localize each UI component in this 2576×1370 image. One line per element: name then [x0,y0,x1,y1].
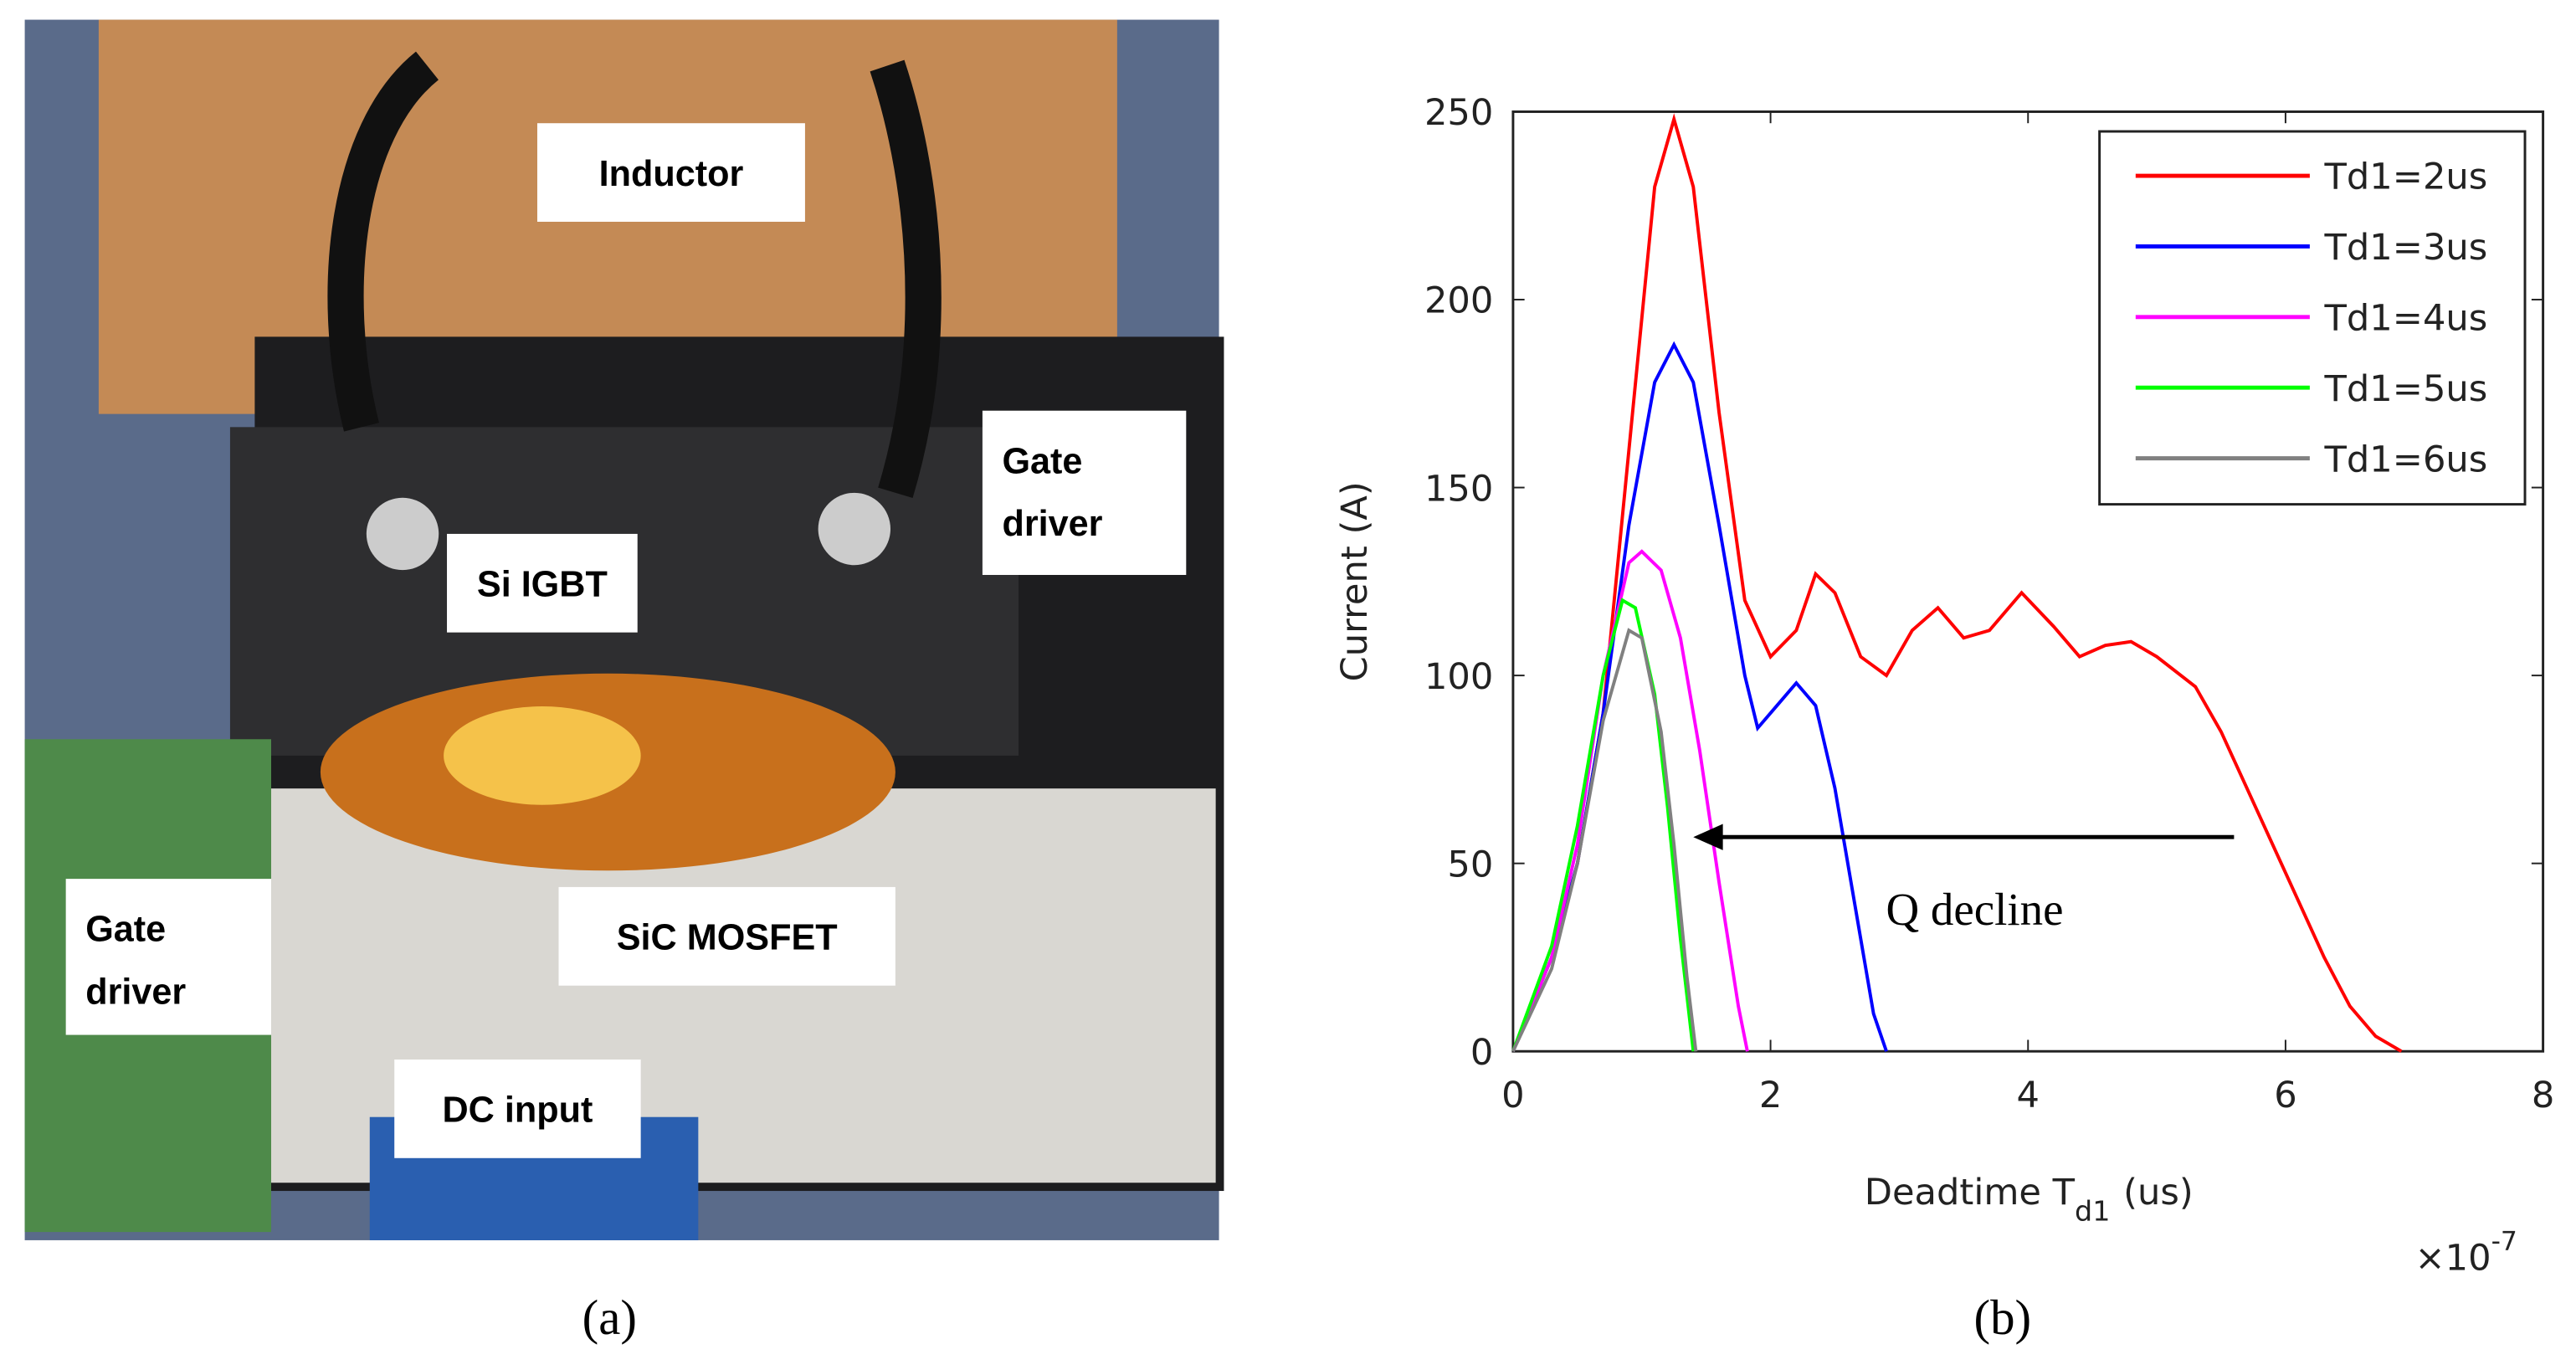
arrow-head [1693,824,1723,850]
y-tick-label: 200 [1424,280,1493,322]
legend-label: Td1=2us [2324,156,2488,198]
legend-label: Td1=6us [2324,439,2488,480]
legend-label: Td1=5us [2324,368,2488,410]
label-box [558,886,895,986]
photo-label: Inductor [599,154,744,194]
y-tick-label: 0 [1470,1032,1493,1074]
y-axis-label: Current (A) [1334,481,1376,681]
x-axis-label-part: (us) [2123,1172,2194,1214]
x-tick-label: 0 [1501,1075,1524,1116]
series-line [1511,113,2403,1053]
photo-label: Gate [1002,441,1082,481]
legend-label: Td1=3us [2324,227,2488,269]
label-box [394,1060,641,1158]
y-tick-label: 50 [1447,844,1493,885]
photo-label: driver [1002,504,1102,544]
label-box [65,879,272,1035]
photo-label: SiC MOSFET [617,918,838,958]
annotation: Q decline [1886,884,2063,935]
y-tick-label: 250 [1424,92,1493,134]
y-tick-label: 150 [1424,468,1493,510]
photo-label: Si IGBT [477,565,608,605]
legend-label: Td1=4us [2324,298,2488,340]
photo-label: DC input [443,1090,593,1131]
photo-labels: Inductor Gate driver Si IGBT SiC MOSFET Gate d… [65,123,1187,1158]
x-tick-label: 6 [2274,1075,2296,1116]
caption: (a) [582,1290,637,1345]
x-tick-label: 4 [2017,1075,2040,1116]
caption: (b) [1974,1290,2032,1345]
x-multiplier-base: ×10 [2415,1237,2491,1279]
label-box [982,410,1187,575]
series-line [1511,341,1888,1052]
x-multiplier-exp: -7 [2491,1227,2517,1257]
label-box [447,533,638,633]
series-line [1511,628,1698,1053]
series-line [1511,549,1749,1052]
photo-label: driver [85,972,186,1012]
photo-label: Gate [85,910,166,950]
label-box [536,123,805,222]
x-axis-label: Deadtime Td1 (us) [1865,1172,2194,1228]
y-tick-label: 100 [1424,656,1493,698]
x-multiplier: ×10-7 [2415,1227,2517,1280]
series-line [1511,598,1696,1052]
x-axis-label-part: d1 [2075,1194,2110,1227]
x-tick-label: 2 [1759,1075,1782,1116]
x-axis-label-part: Deadtime T [1865,1172,2076,1214]
x-tick-label: 8 [2532,1075,2554,1116]
